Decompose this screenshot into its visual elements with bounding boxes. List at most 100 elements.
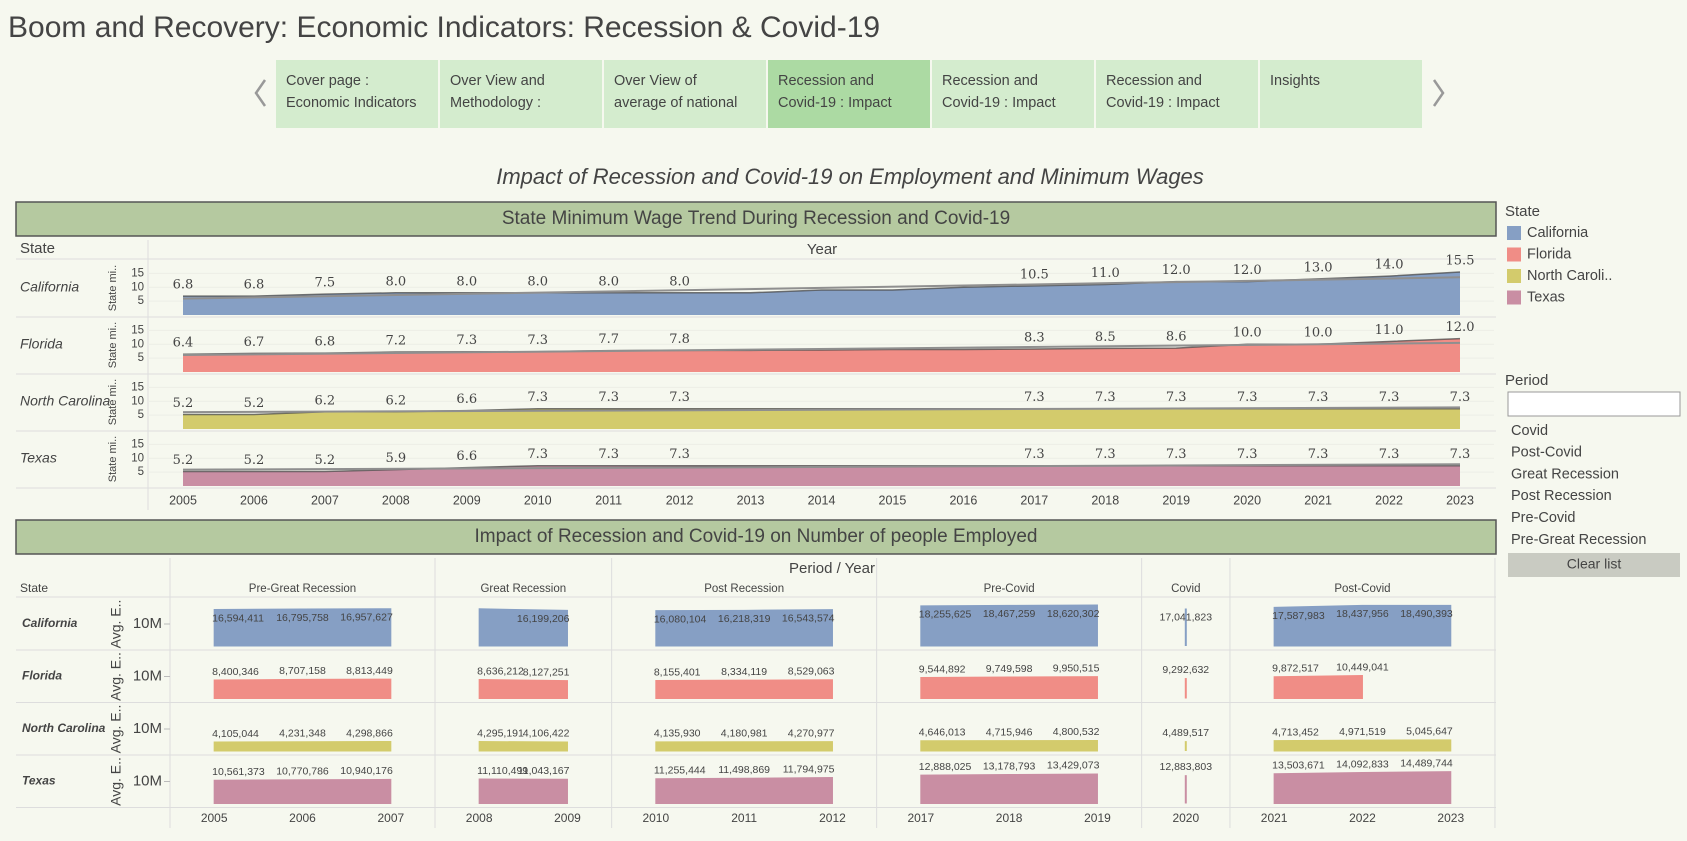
data-label: 4,231,348 (279, 727, 326, 739)
row-header: State (20, 240, 55, 257)
data-label: 14,489,744 (1400, 757, 1453, 769)
x-tick-label: 2007 (311, 493, 339, 507)
legend-label[interactable]: Florida (1527, 246, 1572, 262)
nav-tab-label: Covid-19 : Impact (942, 95, 1056, 111)
data-label: 8,155,401 (654, 666, 701, 678)
bar (478, 678, 568, 699)
filter-item[interactable]: Great Recession (1511, 466, 1619, 482)
x-tick-label: 2012 (819, 811, 846, 825)
legend-label[interactable]: North Caroli.. (1527, 268, 1612, 284)
x-tick-label: 2010 (524, 493, 552, 507)
data-label: 9,292,632 (1162, 664, 1209, 676)
data-label: 16,218,319 (718, 613, 771, 625)
row-header: State (20, 581, 48, 595)
data-label: 16,080,104 (654, 613, 707, 625)
nav-next[interactable] (1432, 79, 1445, 107)
x-tick-label: 2019 (1084, 811, 1111, 825)
clear-button-label[interactable]: Clear list (1567, 556, 1622, 572)
x-tick-label: 2020 (1172, 811, 1199, 825)
legend-swatch[interactable] (1507, 269, 1521, 283)
period-label: Post Recession (704, 583, 784, 595)
nav-tab[interactable] (604, 60, 766, 128)
data-label: 8,400,346 (212, 666, 259, 678)
nav-tab[interactable] (1096, 60, 1258, 128)
nav-prev[interactable] (254, 79, 267, 107)
legend-label[interactable]: Texas (1527, 289, 1565, 305)
data-label: 18,437,956 (1336, 608, 1389, 620)
y-tick-label: 10 (131, 338, 144, 350)
period-label: Pre-Covid (984, 583, 1035, 595)
x-tick-label: 2018 (996, 811, 1023, 825)
data-label: 14,092,833 (1336, 758, 1389, 770)
panel-header (15, 519, 1497, 555)
x-tick-label: 2008 (466, 811, 493, 825)
filter-item[interactable]: Covid (1511, 423, 1548, 439)
y-axis-label: Avg. E.. (108, 705, 124, 754)
data-label: 4,800,532 (1053, 726, 1100, 738)
nav-tab[interactable] (768, 60, 930, 128)
data-label: 13,429,073 (1047, 760, 1100, 772)
data-label: 4,971,519 (1339, 726, 1386, 738)
x-tick-label: 2019 (1162, 493, 1190, 507)
legend-swatch[interactable] (1507, 226, 1521, 240)
column-header: Year (807, 241, 837, 258)
data-label: 8,636,212 (477, 665, 524, 677)
x-tick-label: 2014 (808, 493, 836, 507)
data-label: 8.6 (1166, 330, 1187, 345)
data-label: 4,135,930 (654, 728, 701, 740)
period-label: Pre-Great Recession (249, 583, 356, 595)
filter-item[interactable]: Post-Covid (1511, 445, 1582, 461)
clear-button[interactable] (1508, 553, 1680, 577)
filter-item[interactable]: Pre-Covid (1511, 510, 1575, 526)
x-tick-label: 2016 (949, 493, 977, 507)
bar (1184, 678, 1187, 699)
data-label: 7.3 (1450, 447, 1471, 462)
data-label: 14.0 (1375, 258, 1404, 273)
data-label: 16,594,411 (212, 612, 264, 624)
data-label: 9,950,515 (1053, 662, 1100, 674)
chart-title: State Minimum Wage Trend During Recessio… (502, 208, 1010, 229)
filter-search[interactable] (1507, 391, 1681, 417)
data-label: 4,105,044 (212, 728, 259, 740)
y-tick-label: 15 (131, 267, 144, 279)
bar (1273, 604, 1452, 647)
x-tick-label: 2023 (1446, 493, 1474, 507)
nav-tab[interactable] (440, 60, 602, 128)
nav-tab-label: Cover page : (286, 73, 369, 89)
x-tick-label: 2010 (642, 811, 669, 825)
nav-tab[interactable] (1260, 60, 1422, 128)
data-label: 5.2 (244, 396, 265, 411)
data-label: 17,041,823 (1160, 611, 1213, 623)
page-title: Boom and Recovery: Economic Indicators: … (8, 11, 880, 44)
x-tick-label: 2008 (382, 493, 410, 507)
data-label: 8.0 (669, 274, 690, 289)
row-label: North Carolina (22, 721, 106, 735)
data-label: 7.8 (669, 332, 690, 347)
data-label: 7.3 (1308, 447, 1329, 462)
data-label: 10.0 (1233, 326, 1262, 341)
nav-tab-label: Economic Indicators (286, 95, 417, 111)
legend-label[interactable]: California (1527, 225, 1589, 241)
legend-swatch[interactable] (1507, 290, 1521, 305)
x-tick-label: 2018 (1091, 493, 1119, 507)
data-label: 5.2 (244, 453, 265, 468)
x-tick-label: 2015 (879, 493, 907, 507)
x-tick-label: 2011 (595, 493, 622, 507)
data-label: 7.3 (1379, 390, 1400, 405)
nav-tab-label: Methodology : (450, 95, 541, 111)
nav-tab-label: Recession and (1106, 73, 1202, 89)
nav-tab[interactable] (932, 60, 1094, 128)
data-label: 7.3 (1308, 390, 1329, 405)
x-tick-label: 2011 (731, 811, 757, 825)
filter-item[interactable]: Post Recession (1511, 488, 1612, 504)
filter-item[interactable]: Pre-Great Recession (1511, 532, 1646, 548)
data-label: 8,127,251 (523, 666, 570, 678)
filter-title: Period (1505, 372, 1548, 389)
bar (213, 678, 392, 699)
data-label: 7.3 (1024, 447, 1045, 462)
nav-tab[interactable] (276, 60, 438, 128)
data-label: 4,715,946 (986, 726, 1033, 738)
legend-swatch[interactable] (1507, 247, 1521, 262)
row-label: Florida (20, 336, 63, 352)
y-tick-label: 15 (131, 438, 144, 450)
